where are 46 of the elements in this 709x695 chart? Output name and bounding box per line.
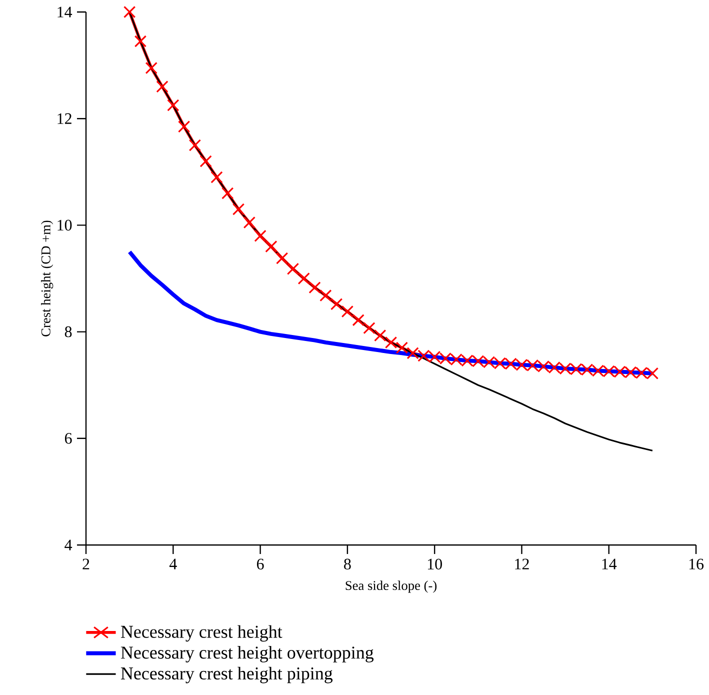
x-tick-label: 6	[256, 558, 264, 570]
point	[188, 139, 202, 152]
point	[145, 62, 158, 74]
point	[320, 289, 332, 302]
y-tick-label: 10	[58, 220, 72, 231]
point	[123, 6, 136, 18]
point	[330, 298, 343, 310]
y-tick-label: 4	[64, 540, 72, 550]
legend-label: Necessary crest height overtopping	[120, 646, 374, 662]
x-tick-label: 8	[344, 558, 351, 570]
point	[265, 240, 278, 253]
point	[210, 171, 223, 184]
point	[286, 262, 300, 276]
point	[178, 120, 190, 133]
y-tick-label: 8	[64, 326, 72, 338]
point	[363, 322, 376, 334]
point	[396, 342, 408, 354]
point	[352, 314, 364, 326]
point	[384, 336, 398, 349]
x-tick-label: 10	[428, 558, 442, 570]
x-tick-label: 2	[82, 558, 90, 570]
point	[308, 281, 321, 294]
point	[222, 187, 234, 200]
y-tick-label: 6	[64, 433, 72, 444]
legend-label: Necessary crest height piping	[120, 666, 333, 684]
point	[243, 216, 256, 229]
point	[200, 155, 212, 168]
x-axis-title: Sea side slope (-)	[346, 580, 437, 593]
point	[156, 80, 168, 93]
y-axis-title: Crest height (CD +m)	[40, 220, 54, 336]
point	[254, 230, 266, 242]
point	[341, 305, 354, 318]
x-tick-label: 14	[602, 558, 617, 570]
point	[232, 203, 245, 216]
point	[276, 252, 288, 264]
point	[167, 99, 180, 112]
y-tick-label: 14	[58, 6, 72, 18]
y-tick-label: 12	[58, 113, 72, 124]
line-series	[128, 11, 654, 452]
point	[298, 272, 310, 285]
x-tick-label: 12	[515, 558, 529, 570]
x-tick-label: 4	[169, 558, 177, 570]
x-tick-label: 16	[689, 558, 704, 570]
point	[374, 329, 386, 342]
point	[134, 35, 147, 48]
legend-label: Necessary crest height	[120, 625, 282, 642]
